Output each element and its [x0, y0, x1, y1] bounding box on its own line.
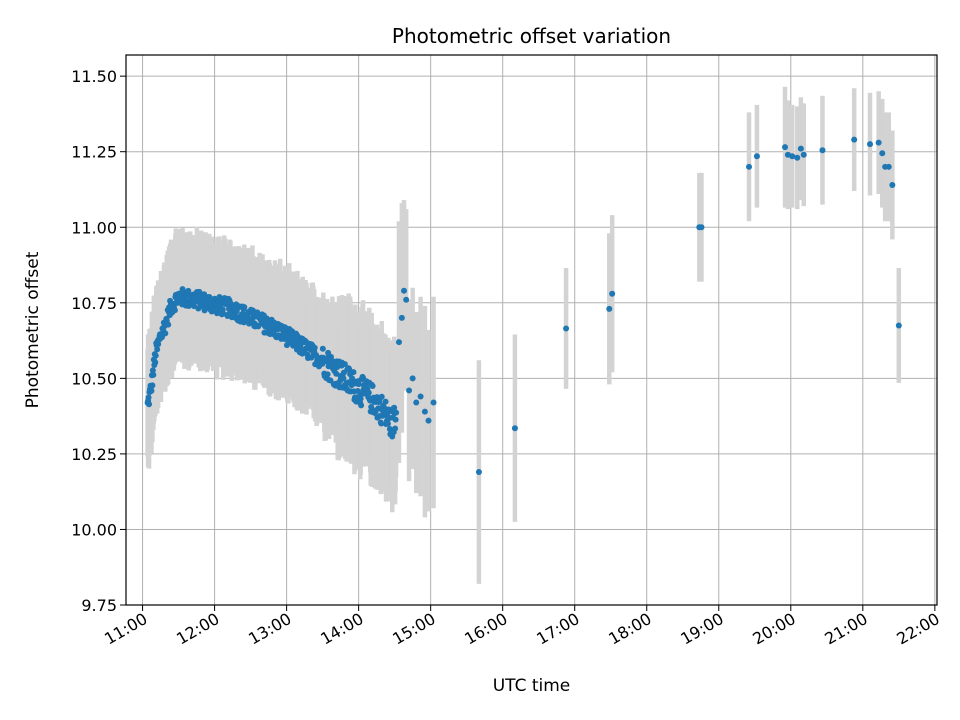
data-point [263, 315, 270, 322]
y-tick-label: 11.25 [71, 143, 117, 162]
data-point [746, 163, 753, 170]
data-point [171, 307, 178, 314]
data-point [698, 224, 705, 231]
data-point [563, 325, 570, 332]
data-point [185, 287, 192, 294]
data-point [885, 163, 892, 170]
data-point [391, 404, 398, 411]
data-point [358, 402, 365, 409]
data-point [797, 145, 804, 152]
y-axis-label: Photometric offset [23, 251, 43, 408]
data-point [417, 393, 424, 400]
data-point [145, 394, 152, 401]
data-point [851, 136, 858, 143]
data-point [165, 321, 172, 328]
data-point [354, 387, 361, 394]
data-point [148, 387, 155, 394]
data-point [350, 369, 357, 376]
data-point [357, 395, 364, 402]
data-point [430, 399, 437, 406]
data-point [395, 339, 402, 346]
data-point [867, 141, 874, 148]
data-point [369, 382, 376, 389]
errorbar-layer [145, 86, 902, 584]
y-tick-label: 10.00 [71, 520, 117, 539]
data-point [782, 144, 789, 151]
data-point [879, 150, 886, 157]
data-point [162, 330, 169, 337]
y-tick-label: 9.75 [81, 596, 117, 615]
data-point [150, 371, 157, 378]
data-point [819, 147, 826, 154]
data-point [368, 403, 375, 410]
data-point [340, 375, 347, 382]
y-tick-label: 11.00 [71, 218, 117, 237]
y-tick-label: 10.50 [71, 369, 117, 388]
data-point [421, 408, 428, 415]
data-point [146, 401, 153, 408]
data-point [800, 151, 807, 158]
data-point [475, 469, 482, 476]
y-tick-label: 10.75 [71, 294, 117, 313]
data-point [889, 181, 896, 188]
data-point [406, 387, 413, 394]
y-tick-label: 11.50 [71, 67, 117, 86]
data-point [154, 346, 161, 353]
data-point [149, 382, 156, 389]
data-point [511, 425, 518, 432]
data-point [606, 305, 613, 312]
data-point [152, 359, 159, 366]
point-layer [144, 136, 902, 476]
data-point [152, 352, 159, 359]
data-point [403, 296, 410, 303]
data-point [789, 153, 796, 160]
y-tick-label: 10.25 [71, 445, 117, 464]
data-point [254, 309, 261, 316]
data-point [392, 425, 399, 432]
data-point [378, 420, 385, 427]
data-point [382, 398, 389, 405]
data-point [393, 409, 400, 416]
data-point [875, 139, 882, 146]
data-point [319, 345, 326, 352]
data-point [241, 304, 248, 311]
data-point [311, 344, 318, 351]
data-point [149, 367, 156, 374]
data-point [794, 154, 801, 161]
data-point [425, 417, 432, 424]
data-point [609, 290, 616, 297]
data-point [341, 361, 348, 368]
data-point [409, 375, 416, 382]
data-point [753, 153, 760, 160]
chart-title: Photometric offset variation [392, 24, 671, 48]
x-axis-label: UTC time [493, 676, 571, 696]
data-point [355, 381, 362, 388]
plot-frame [125, 54, 938, 606]
data-point [398, 314, 405, 321]
data-point [378, 393, 385, 400]
data-point [401, 287, 408, 294]
data-point [384, 420, 391, 427]
data-point [365, 389, 372, 396]
data-point [324, 371, 331, 378]
data-point [392, 416, 399, 423]
data-point [413, 399, 420, 406]
data-point [895, 322, 902, 329]
